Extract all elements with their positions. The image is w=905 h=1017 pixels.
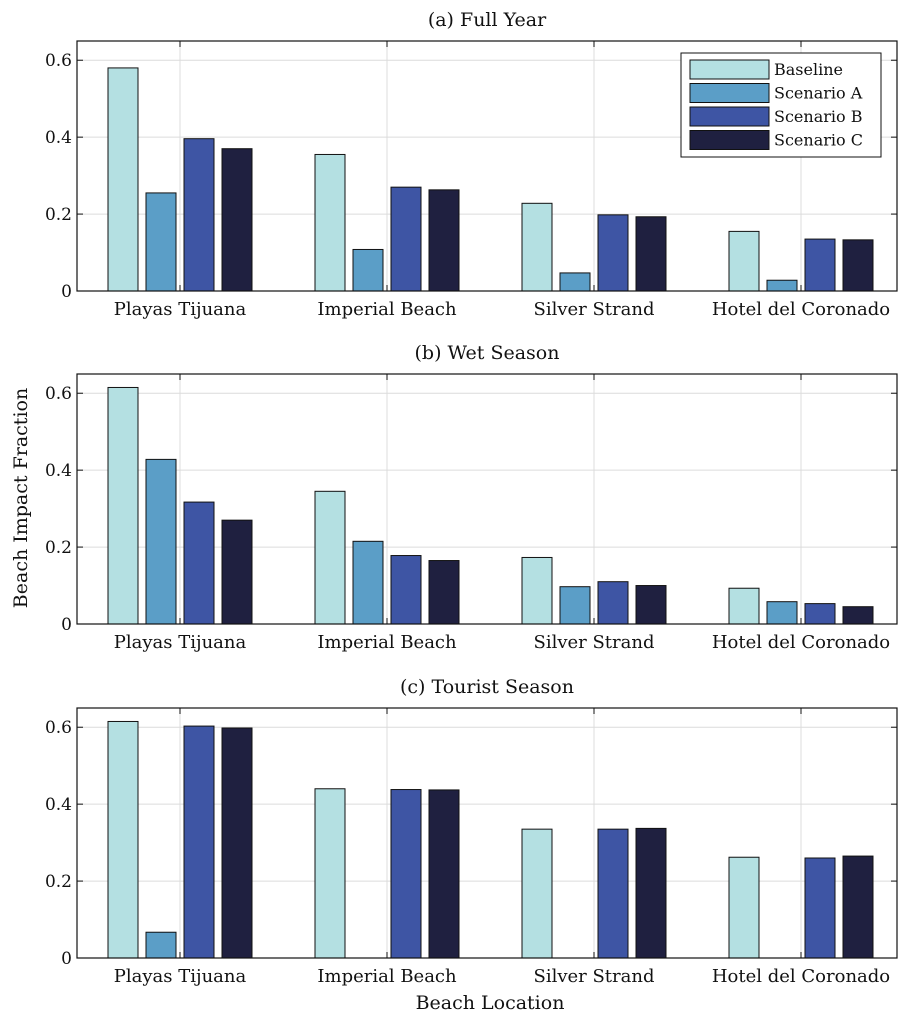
- bar-scenario-b: [183, 501, 215, 625]
- x-category-label: Silver Strand: [533, 299, 654, 320]
- bar-scenario-b: [183, 725, 215, 959]
- legend-label: Scenario B: [774, 107, 862, 126]
- legend: Baseline Scenario A Scenario B Scenario C: [680, 52, 882, 158]
- x-category-label: Hotel del Coronado: [712, 632, 890, 653]
- bar-scenario-c: [428, 560, 460, 625]
- y-tick-label: 0.6: [45, 718, 72, 738]
- bar-scenario-b: [804, 603, 836, 625]
- x-category-label: Silver Strand: [533, 632, 654, 653]
- axes-frame: [76, 40, 898, 292]
- y-tick-label: 0: [61, 615, 72, 635]
- bar-scenario-c: [842, 239, 874, 292]
- x-category-label: Playas Tijuana: [114, 299, 247, 320]
- legend-swatch: [689, 130, 770, 150]
- bar-scenario-b: [183, 138, 215, 292]
- panel-title: (b) Wet Season: [415, 342, 560, 364]
- bar-scenario-b: [390, 186, 422, 292]
- bar-baseline: [521, 556, 553, 625]
- bar-scenario-a: [145, 931, 177, 959]
- legend-swatch: [689, 59, 770, 80]
- y-tick-label: 0: [61, 949, 72, 969]
- bar-scenario-c: [428, 189, 460, 292]
- y-tick-label: 0.2: [45, 538, 72, 558]
- bar-scenario-b: [804, 857, 836, 959]
- bar-scenario-b: [597, 581, 629, 625]
- bar-scenario-c: [221, 148, 253, 292]
- bar-scenario-a: [145, 458, 177, 625]
- bar-scenario-c: [635, 216, 667, 292]
- bar-baseline: [521, 828, 553, 959]
- bar-scenario-b: [597, 214, 629, 292]
- y-tick-label: 0.2: [45, 872, 72, 892]
- bar-baseline: [314, 788, 346, 959]
- x-category-label: Playas Tijuana: [114, 632, 247, 653]
- x-category-label: Imperial Beach: [317, 299, 457, 320]
- x-category-label: Imperial Beach: [317, 632, 457, 653]
- bar-baseline: [521, 202, 553, 292]
- y-tick-label: 0.2: [45, 205, 72, 225]
- legend-swatch: [689, 83, 770, 103]
- bar-scenario-a: [145, 192, 177, 292]
- bar-scenario-a: [766, 601, 798, 625]
- x-category-label: Hotel del Coronado: [712, 299, 890, 320]
- bar-scenario-a: [352, 248, 384, 292]
- bar-baseline: [314, 153, 346, 292]
- chart-panels: (a) Full Year 0 0.2 0.4 0.6 Playas Tijuana Imp…: [45, 9, 898, 987]
- y-axis-title: Beach Impact Fraction: [10, 388, 32, 608]
- legend-label: Scenario C: [774, 131, 863, 150]
- bar-scenario-c: [635, 585, 667, 625]
- y-tick-label: 0.6: [45, 51, 72, 71]
- bar-scenario-c: [221, 727, 253, 959]
- x-axis-title: Beach Location: [416, 992, 565, 1014]
- bar-scenario-b: [804, 238, 836, 292]
- bar-scenario-a: [352, 540, 384, 625]
- bar-scenario-a: [559, 272, 591, 292]
- bar-scenario-c: [635, 827, 667, 959]
- y-tick-label: 0.6: [45, 384, 72, 404]
- x-category-label: Imperial Beach: [317, 966, 457, 987]
- x-category-label: Silver Strand: [533, 966, 654, 987]
- bar-scenario-c: [428, 789, 460, 959]
- legend-swatch: [689, 106, 770, 127]
- bar-baseline: [314, 490, 346, 625]
- bar-baseline: [728, 856, 760, 959]
- bar-scenario-c: [842, 855, 874, 959]
- bar-scenario-b: [390, 789, 422, 959]
- axes-frame: [76, 373, 898, 625]
- legend-label: Baseline: [774, 60, 843, 79]
- x-category-label: Playas Tijuana: [114, 966, 247, 987]
- bar-baseline: [107, 386, 139, 625]
- bar-baseline: [728, 587, 760, 625]
- axes-frame: [76, 707, 898, 959]
- y-tick-label: 0.4: [45, 128, 72, 148]
- y-tick-label: 0.4: [45, 461, 72, 481]
- bar-scenario-b: [390, 555, 422, 625]
- x-category-label: Hotel del Coronado: [712, 966, 890, 987]
- y-tick-label: 0: [61, 282, 72, 302]
- bar-scenario-a: [559, 586, 591, 625]
- panel-title: (a) Full Year: [428, 9, 547, 31]
- bar-scenario-b: [597, 828, 629, 959]
- bar-scenario-c: [221, 519, 253, 625]
- legend-label: Scenario A: [774, 84, 863, 103]
- chart-panel-3: (c) Tourist Season 0 0.2 0.4 0.6 Playas Tijua…: [45, 676, 898, 987]
- bar-scenario-c: [842, 606, 874, 625]
- y-tick-label: 0.4: [45, 795, 72, 815]
- chart-panel-2: (b) Wet Season 0 0.2 0.4 0.6 Playas Tijuana Im…: [45, 342, 898, 653]
- bar-scenario-a: [766, 279, 798, 292]
- bar-baseline: [107, 720, 139, 959]
- panel-title: (c) Tourist Season: [400, 676, 574, 698]
- bar-baseline: [728, 230, 760, 292]
- chart-panel-1: (a) Full Year 0 0.2 0.4 0.6 Playas Tijuana Imp…: [45, 9, 898, 320]
- bar-baseline: [107, 67, 139, 292]
